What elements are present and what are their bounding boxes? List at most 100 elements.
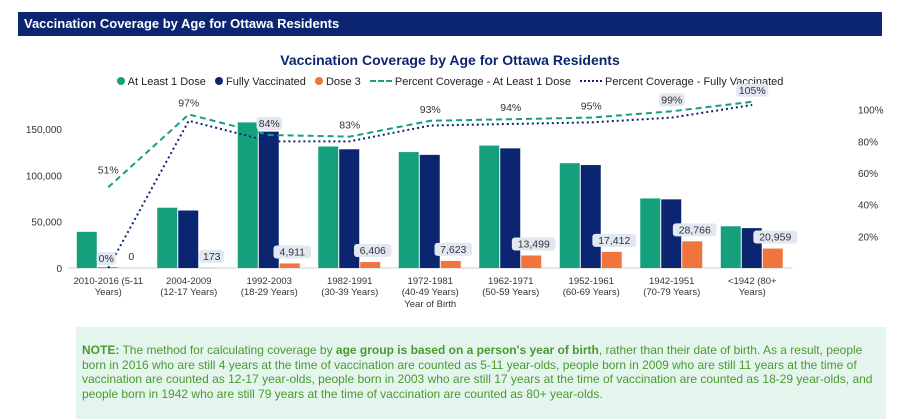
dose3-label-bg [199,249,225,263]
legend-item-dose-3[interactable]: Dose 3 [314,76,361,88]
x-axis-tick: 1952-1961 [569,276,614,287]
report-header: Vaccination Coverage by Age for Ottawa R… [18,12,882,36]
bar-dose-3 [521,255,542,268]
pct-label-bg [659,93,685,107]
y2-axis-tick: 80% [858,137,878,148]
x-axis-tick: (18-29 Years) [241,287,298,298]
y-axis-tick: 50,000 [31,218,62,229]
bar-at-least-1-dose [479,145,500,268]
pct-label-at-least-1-dose: 97% [178,97,199,109]
bar-fully-vaccinated [580,165,601,268]
note-bold: age group is based on a person's year of… [335,343,599,357]
dose3-data-label: 20,959 [759,232,791,244]
dose3-label-bg [511,237,556,251]
dose3-data-label: 7,623 [440,244,466,256]
bar-at-least-1-dose [720,226,741,268]
pct-label-at-least-1-dose: 84% [259,118,280,130]
bar-at-least-1-dose [76,231,97,268]
fully-pct-label-bg [96,252,116,265]
dose3-data-label: 13,499 [518,238,550,250]
x-axis-tick: (70-79 Years) [643,287,700,298]
bar-fully-vaccinated [419,154,440,268]
line-pct-at-least-1-dose [107,100,753,189]
x-axis-tick: 1962-1971 [488,276,533,287]
dose3-data-label: 17,412 [598,235,630,247]
pct-label-at-least-1-dose: 99% [661,94,682,106]
dose3-label-bg [354,244,392,258]
x-axis-tick: (50-59 Years) [482,287,539,298]
legend-dashed-line-icon [369,80,392,82]
dose3-data-label: 6,406 [360,245,386,257]
bar-dose-3 [682,241,703,268]
pct-label-at-least-1-dose: 83% [339,120,360,132]
chart-plot: 0 50,000 100,000 150,000 20% 40% 60% 80% 100% 201… [26,83,884,310]
x-axis-tick: 1972-1981 [408,276,453,287]
legend-swatch-orange-icon [314,77,323,85]
note-text-2: , rather than their date of birth. As a … [82,343,873,401]
y2-axis-tick: 40% [858,201,878,212]
pct-label-at-least-1-dose: 94% [500,102,521,114]
x-axis-tick: (40-49 Years) [402,287,459,298]
x-axis-tick: 1942-1951 [649,276,694,287]
y-axis-tick: 100,000 [26,171,63,182]
bar-fully-vaccinated [258,131,279,268]
pct-label-fully-vaccinated: 0% [99,253,114,265]
x-axis-tick: 2010-2016 (5-11 [73,276,143,287]
bar-dose-3 [601,251,622,268]
report-header-title: Vaccination Coverage by Age for Ottawa R… [24,16,340,31]
legend-swatch-navy-icon [214,77,223,85]
bar-at-least-1-dose [559,163,580,268]
bar-dose-3 [279,263,300,268]
x-axis-tick: 2004-2009 [166,276,211,287]
x-axis-tick: 1992-2003 [247,276,292,287]
pct-label-at-least-1-dose: 95% [581,101,602,113]
pct-label-at-least-1-dose: 105% [739,85,766,97]
y2-axis-tick: 20% [858,232,878,243]
bar-dose-3 [360,262,381,268]
dose3-label-bg [672,223,717,237]
x-axis-tick: Years) [95,287,122,298]
note-box: NOTE: The method for calculating coverag… [76,327,886,419]
dose3-label-bg [273,245,311,259]
bar-at-least-1-dose [237,122,258,268]
dose3-data-label: 4,911 [280,246,306,258]
legend-swatch-green-icon [116,77,125,85]
legend-dotted-line-icon [580,80,603,82]
dose3-label-bg [434,242,472,256]
bar-at-least-1-dose [640,198,661,268]
x-axis-label: Year of Birth [404,299,456,310]
y-axis-tick: 0 [56,264,62,275]
bar-at-least-1-dose [157,207,178,268]
chart-title: Vaccination Coverage by Age for Ottawa R… [280,52,620,68]
bar-dose-3 [762,248,783,268]
x-axis-tick: (30-39 Years) [321,287,378,298]
dose3-label-bg [753,230,798,244]
y-axis-tick: 150,000 [26,125,63,136]
note-text-1: The method for calculating coverage by [119,343,336,357]
legend-item-pct-at-least-1-dose[interactable]: Percent Coverage - At Least 1 Dose [369,76,571,88]
x-axis-tick: <1942 (80+ [728,276,777,287]
bar-at-least-1-dose [318,146,339,268]
line-pct-fully-vaccinated [107,103,753,269]
y2-axis-tick: 100% [858,106,884,117]
note-label: NOTE: [82,343,120,357]
pct-label-at-least-1-dose: 93% [420,104,441,116]
legend-item-at-least-1-dose[interactable]: At Least 1 Dose [116,76,206,88]
pct-label-bg [736,83,769,97]
dose3-data-label: 0 [128,251,134,263]
dose3-data-label: 173 [203,251,221,263]
x-axis-tick: (12-17 Years) [160,287,217,298]
bar-fully-vaccinated [339,149,360,268]
bar-at-least-1-dose [398,152,419,268]
bar-fully-vaccinated [661,199,682,268]
dose3-label-bg [592,233,637,247]
bar-dose-3 [440,260,461,268]
bar-fully-vaccinated [178,210,199,268]
x-axis-tick: Years) [739,287,766,298]
pct-label-bg [256,117,282,131]
pct-label-at-least-1-dose: 51% [98,164,119,176]
x-axis-tick: 1982-1991 [327,276,372,287]
x-axis-tick: (60-69 Years) [563,287,620,298]
y2-axis-tick: 60% [858,169,878,180]
legend-item-fully-vaccinated[interactable]: Fully Vaccinated [214,76,306,88]
